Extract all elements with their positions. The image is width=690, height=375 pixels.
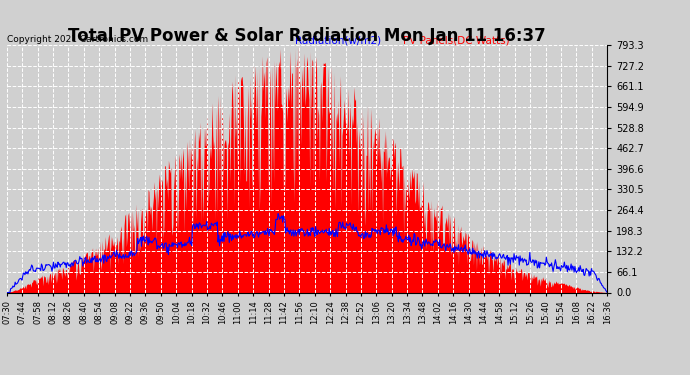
Title: Total PV Power & Solar Radiation Mon Jan 11 16:37: Total PV Power & Solar Radiation Mon Jan… xyxy=(68,27,546,45)
Text: PV Panels(DC Watts): PV Panels(DC Watts) xyxy=(403,35,510,45)
Text: Copyright 2021 Cartronics.com: Copyright 2021 Cartronics.com xyxy=(7,35,148,44)
Text: Radiation(w/m2): Radiation(w/m2) xyxy=(295,35,381,45)
